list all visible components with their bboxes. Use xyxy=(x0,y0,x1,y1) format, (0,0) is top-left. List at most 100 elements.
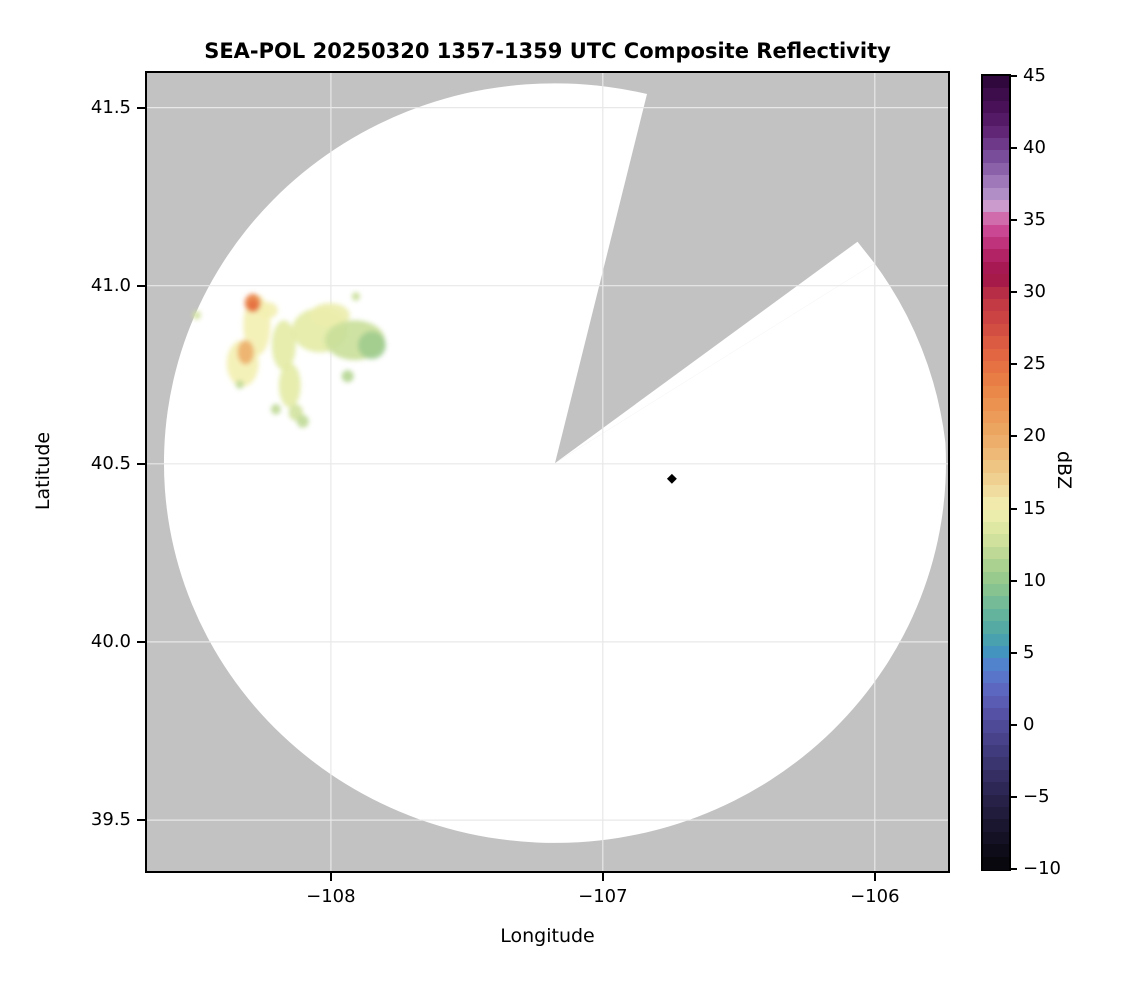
colorbar-band xyxy=(983,683,1009,697)
x-tick-label: −106 xyxy=(850,886,900,907)
echo-cell xyxy=(341,370,354,383)
colorbar-band xyxy=(983,311,1009,325)
colorbar-band xyxy=(983,385,1009,399)
colorbar-band xyxy=(983,757,1009,771)
colorbar-band xyxy=(983,447,1009,461)
colorbar-band xyxy=(983,633,1009,647)
echo-cell xyxy=(271,320,296,371)
colorbar-band xyxy=(983,360,1009,374)
colorbar-tick-label: −5 xyxy=(1023,785,1050,807)
echo-cell xyxy=(296,415,309,428)
colorbar-band xyxy=(983,782,1009,796)
colorbar-tick-mark xyxy=(1009,507,1017,510)
echo-cell xyxy=(247,300,258,311)
echo-cell xyxy=(309,303,350,328)
plot-title: SEA-POL 20250320 1357-1359 UTC Composite… xyxy=(204,39,891,63)
colorbar-tick-label: 30 xyxy=(1023,281,1046,303)
colorbar-band xyxy=(983,348,1009,362)
echo-cell xyxy=(237,340,254,365)
colorbar-band xyxy=(983,199,1009,213)
y-tick-label: 40.5 xyxy=(90,452,131,474)
colorbar-tick-mark xyxy=(1009,147,1017,150)
y-tick-mark xyxy=(137,462,145,465)
colorbar-band xyxy=(983,695,1009,709)
echo-region xyxy=(192,292,386,428)
y-tick-label: 40.0 xyxy=(90,630,131,652)
colorbar-band xyxy=(983,224,1009,238)
data-sliver xyxy=(555,241,875,464)
colorbar-band xyxy=(983,237,1009,251)
colorbar-band xyxy=(983,336,1009,350)
colorbar-tick-mark xyxy=(1009,219,1017,222)
colorbar-tick-mark xyxy=(1009,291,1017,294)
colorbar xyxy=(981,74,1011,871)
colorbar-band xyxy=(983,435,1009,449)
colorbar-tick-mark xyxy=(1009,723,1017,726)
colorbar-band xyxy=(983,819,1009,833)
colorbar-band xyxy=(983,137,1009,151)
colorbar-band xyxy=(983,299,1009,313)
colorbar-tick-mark xyxy=(1009,75,1017,77)
colorbar-band xyxy=(983,745,1009,759)
colorbar-band xyxy=(983,559,1009,573)
gridlines xyxy=(147,73,948,871)
colorbar-band xyxy=(983,212,1009,226)
colorbar-band xyxy=(983,113,1009,127)
colorbar-band xyxy=(983,460,1009,474)
y-tick-mark xyxy=(137,284,145,287)
x-tick-mark xyxy=(873,873,876,881)
x-axis-label: Longitude xyxy=(500,925,595,947)
y-tick-label: 41.5 xyxy=(90,96,131,118)
colorbar-band xyxy=(983,807,1009,821)
colorbar-band xyxy=(983,844,1009,858)
colorbar-band xyxy=(983,484,1009,498)
echo-cell xyxy=(235,380,244,389)
x-tick-label: −107 xyxy=(578,886,628,907)
radar-ppi-plot xyxy=(147,73,948,871)
colorbar-tick-label: 15 xyxy=(1023,497,1046,519)
colorbar-band xyxy=(983,658,1009,672)
colorbar-band xyxy=(983,608,1009,622)
y-axis-label: Latitude xyxy=(32,431,54,511)
colorbar-band xyxy=(983,175,1009,189)
colorbar-tick-label: 35 xyxy=(1023,209,1046,231)
colorbar-label: dBZ xyxy=(1053,450,1075,490)
x-tick-mark xyxy=(329,873,332,881)
colorbar-band xyxy=(983,645,1009,659)
colorbar-band xyxy=(983,831,1009,845)
y-tick-label: 39.5 xyxy=(90,809,131,831)
colorbar-band xyxy=(983,150,1009,164)
colorbar-band xyxy=(983,88,1009,102)
colorbar-band xyxy=(983,373,1009,387)
colorbar-band xyxy=(983,534,1009,548)
colorbar-band xyxy=(983,856,1009,870)
colorbar-band xyxy=(983,274,1009,288)
plot-area xyxy=(145,71,950,873)
echo-cell xyxy=(278,363,301,408)
colorbar-tick-label: 10 xyxy=(1023,569,1046,591)
colorbar-band xyxy=(983,546,1009,560)
colorbar-band xyxy=(983,76,1009,89)
colorbar-band xyxy=(983,720,1009,734)
radar-coverage-region xyxy=(163,83,946,843)
colorbar-band xyxy=(983,769,1009,783)
y-tick-mark xyxy=(137,819,145,822)
colorbar-band xyxy=(983,162,1009,176)
colorbar-band xyxy=(983,125,1009,139)
colorbar-band xyxy=(983,249,1009,263)
echo-cell xyxy=(358,331,386,360)
colorbar-band xyxy=(983,794,1009,808)
colorbar-tick-mark xyxy=(1009,435,1017,438)
x-tick-mark xyxy=(601,873,604,881)
colorbar-tick-label: 0 xyxy=(1023,713,1035,735)
colorbar-tick-mark xyxy=(1009,363,1017,366)
colorbar-band xyxy=(983,509,1009,523)
echo-cell xyxy=(351,292,360,301)
colorbar-band xyxy=(983,100,1009,114)
echo-cell xyxy=(192,310,201,320)
colorbar-band xyxy=(983,670,1009,684)
colorbar-tick-mark xyxy=(1009,868,1017,870)
colorbar-band xyxy=(983,422,1009,436)
colorbar-band xyxy=(983,187,1009,201)
